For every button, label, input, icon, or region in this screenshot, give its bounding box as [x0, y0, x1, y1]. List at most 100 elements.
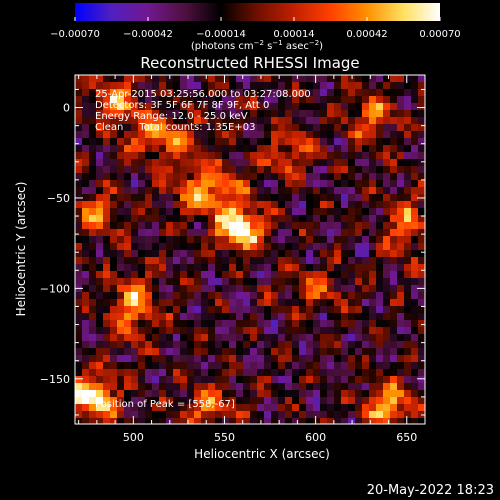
heatmap-cell [390, 306, 398, 314]
heatmap-cell [299, 334, 307, 342]
heatmap-cell [131, 355, 139, 363]
heatmap-cell [138, 166, 146, 174]
x-tick-label: 500 [123, 431, 144, 444]
heatmap-cell [306, 222, 314, 230]
heatmap-cell [299, 411, 307, 419]
heatmap-cell [159, 313, 167, 321]
heatmap-cell [103, 341, 111, 349]
heatmap-cell [194, 292, 202, 300]
heatmap-cell [166, 404, 174, 412]
heatmap-cell [229, 208, 237, 216]
heatmap-cell [180, 236, 188, 244]
heatmap-cell [313, 278, 321, 286]
heatmap-cell [166, 236, 174, 244]
heatmap-cell [201, 159, 209, 167]
heatmap-cell [222, 327, 230, 335]
heatmap-cell [187, 166, 195, 174]
heatmap-cell [229, 124, 237, 132]
heatmap-cell [180, 222, 188, 230]
heatmap-cell [180, 418, 188, 424]
heatmap-cell [404, 124, 412, 132]
heatmap-cell [285, 257, 293, 265]
heatmap-cell [299, 96, 307, 104]
heatmap-cell [397, 131, 405, 139]
heatmap-cell [243, 110, 251, 118]
heatmap-cell [327, 222, 335, 230]
heatmap-cell [404, 103, 412, 111]
heatmap-cell [250, 124, 258, 132]
heatmap-cell [348, 124, 356, 132]
heatmap-cell [96, 145, 104, 153]
heatmap-cell [390, 194, 398, 202]
heatmap-cell [117, 222, 125, 230]
heatmap-cell [187, 383, 195, 391]
heatmap-cell [376, 334, 384, 342]
heatmap-cell [145, 264, 153, 272]
heatmap-cell [327, 82, 335, 90]
heatmap-cell [166, 390, 174, 398]
heatmap-cell [222, 306, 230, 314]
heatmap-cell [124, 271, 132, 279]
heatmap-cell [327, 215, 335, 223]
heatmap-cell [145, 362, 153, 370]
heatmap-cell [376, 341, 384, 349]
heatmap-cell [215, 327, 223, 335]
heatmap-cell [82, 362, 90, 370]
heatmap-cell [194, 362, 202, 370]
heatmap-cell [173, 243, 181, 251]
heatmap-cell [173, 229, 181, 237]
heatmap-cell [292, 341, 300, 349]
heatmap-cell [229, 236, 237, 244]
heatmap-cell [124, 194, 132, 202]
heatmap-cell [397, 159, 405, 167]
heatmap-cell [341, 355, 349, 363]
heatmap-cell [376, 264, 384, 272]
heatmap-cell [180, 362, 188, 370]
heatmap-cell [187, 89, 195, 97]
heatmap-cell [383, 82, 391, 90]
heatmap-cell [103, 222, 111, 230]
heatmap-cell [166, 159, 174, 167]
heatmap-cell [222, 152, 230, 160]
heatmap-cell [222, 138, 230, 146]
heatmap-cell [334, 348, 342, 356]
heatmap-cell [264, 89, 272, 97]
heatmap-cell [89, 320, 97, 328]
heatmap-cell [96, 236, 104, 244]
heatmap-cell [243, 320, 251, 328]
colorbar-tick-label: 0.00042 [346, 29, 387, 40]
heatmap-cell [236, 152, 244, 160]
heatmap-cell [355, 89, 363, 97]
heatmap-cell [96, 271, 104, 279]
heatmap-cell [341, 348, 349, 356]
heatmap-cell [110, 390, 118, 398]
heatmap-cell [376, 166, 384, 174]
heatmap-cell [285, 159, 293, 167]
heatmap-cell [292, 243, 300, 251]
heatmap-cell [264, 222, 272, 230]
heatmap-cell [271, 334, 279, 342]
heatmap-cell [152, 173, 160, 181]
heatmap-cell [96, 117, 104, 125]
heatmap-cell [222, 376, 230, 384]
heatmap-cell [285, 152, 293, 160]
heatmap-cell [75, 222, 83, 230]
heatmap-cell [194, 117, 202, 125]
heatmap-cell [152, 348, 160, 356]
heatmap-cell [173, 306, 181, 314]
heatmap-cell [313, 362, 321, 370]
heatmap-cell [194, 194, 202, 202]
heatmap-cell [243, 264, 251, 272]
heatmap-cell [285, 299, 293, 307]
heatmap-cell [215, 306, 223, 314]
heatmap-cell [131, 397, 139, 405]
heatmap-cell [110, 180, 118, 188]
heatmap-cell [166, 82, 174, 90]
heatmap-cell [397, 208, 405, 216]
heatmap-cell [75, 110, 83, 118]
heatmap-cell [243, 341, 251, 349]
heatmap-cell [383, 187, 391, 195]
heatmap-cell [250, 299, 258, 307]
heatmap-cell [194, 222, 202, 230]
heatmap-cell [75, 131, 83, 139]
